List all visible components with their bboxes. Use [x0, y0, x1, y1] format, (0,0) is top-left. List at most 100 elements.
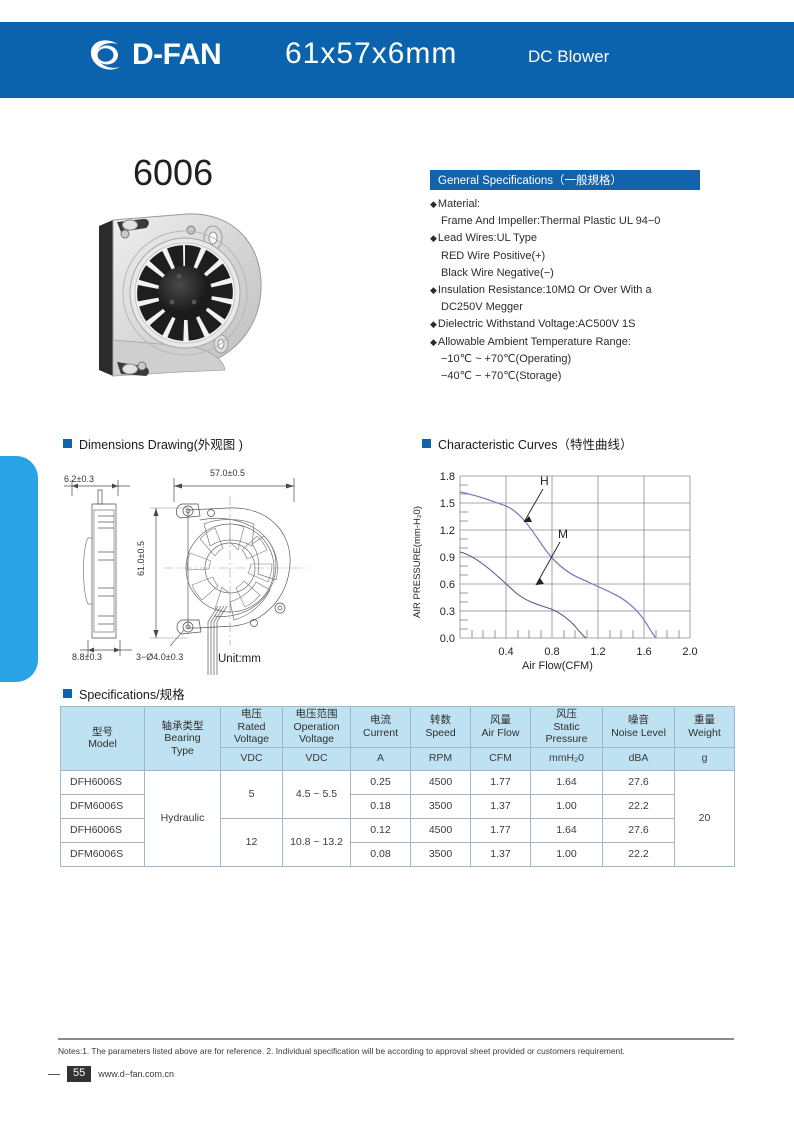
cell-model: DFH6006S [60, 769, 145, 795]
cell-model: DFH6006S [60, 817, 145, 843]
section-heading-text: Specifications/规格 [79, 688, 185, 702]
cell-rated-voltage: 12 [220, 817, 283, 867]
brand-name: D-FAN [132, 38, 222, 71]
table-row: DFM6006S 0.08 3500 1.37 1.00 22.2 [60, 841, 735, 867]
y-tick-0.9: 0.9 [440, 552, 455, 564]
cell-airflow: 1.37 [470, 841, 531, 867]
dimensions-drawing: 6.2±0.3 8.8±0.3 57.0±0.5 61.0±0.5 3−Ø4.0… [58, 460, 398, 675]
curve-label-h: H [540, 474, 549, 488]
th-speed: 转数 Speed [410, 706, 471, 748]
y-tick-1.5: 1.5 [440, 498, 455, 510]
curve-label-m: M [558, 527, 568, 541]
th-operation-voltage: 电压范围 Operation Voltage [282, 706, 351, 748]
banner-size-title: 61x57x6mm [285, 37, 458, 70]
product-photo [95, 190, 295, 400]
table-row: DFH6006S 12 10.8 ~ 13.2 0.12 4500 1.77 1… [60, 817, 735, 867]
unit-weight: g [674, 746, 735, 771]
dim-width: 57.0±0.5 [210, 468, 245, 478]
blue-square-icon [422, 439, 431, 448]
section-heading-text: Dimensions Drawing(外观图 ) [79, 438, 243, 452]
table-row: DFM6006S 0.18 3500 1.37 1.00 22.2 [60, 793, 735, 819]
cell-noise: 27.6 [602, 769, 675, 795]
th-airflow: 风量 Air Flow [470, 706, 531, 748]
table-row: DFH6006S Hydraulic 5 4.5 ~ 5.5 0.25 4500… [60, 769, 735, 867]
cell-rated-voltage: 5 [220, 769, 283, 819]
cell-pressure: 1.00 [530, 841, 603, 867]
y-tick-0.3: 0.3 [440, 606, 455, 618]
diamond-bullet-icon: ◆ [430, 319, 437, 330]
gs-line-text: Allowable Ambient Temperature Range: [437, 335, 631, 348]
footer-dash [48, 1073, 60, 1075]
unit-airflow: CFM [470, 746, 531, 771]
drawing-unit-label: Unit:mm [218, 653, 261, 665]
cell-pressure: 1.64 [530, 769, 603, 795]
unit-operation-voltage: VDC [282, 746, 351, 771]
gs-line-text: Lead Wires:UL Type [437, 232, 537, 245]
cell-airflow: 1.37 [470, 793, 531, 819]
gs-line-text: DC250V Megger [441, 301, 523, 314]
diamond-bullet-icon: ◆ [430, 233, 437, 244]
gs-line-text: Black Wire Negative(−) [441, 266, 554, 279]
cell-current: 0.12 [350, 817, 411, 843]
unit-current: A [350, 746, 411, 771]
y-tick-1.2: 1.2 [440, 525, 455, 537]
diamond-bullet-icon: ◆ [430, 199, 437, 209]
th-rated-voltage: 电压 Rated Voltage [220, 706, 283, 748]
unit-pressure: mmH₂0 [530, 746, 603, 771]
cell-speed: 4500 [410, 769, 471, 795]
cell-airflow: 1.77 [470, 817, 531, 843]
brand-logo: D-FAN [88, 38, 222, 72]
ellipse-swoosh-logo-icon [88, 38, 130, 72]
y-tick-0.0: 0.0 [440, 633, 455, 645]
cell-noise: 27.6 [602, 817, 675, 843]
page-number: 55 [67, 1066, 92, 1082]
th-static-pressure: 风压 Static Pressure [530, 706, 603, 748]
dim-thickness-bottom: 8.8±0.3 [72, 652, 102, 662]
dim-thickness-top: 6.2±0.3 [64, 474, 94, 484]
page-banner: D-FAN 61x57x6mm DC Blower [0, 22, 794, 98]
cell-pressure: 1.64 [530, 817, 603, 843]
cell-speed: 4500 [410, 817, 471, 843]
dim-holes: 3−Ø4.0±0.3 [136, 652, 183, 662]
diamond-bullet-icon: ◆ [430, 336, 437, 347]
cell-current: 0.08 [350, 841, 411, 867]
x-tick-1.2: 1.2 [590, 646, 605, 658]
cell-operation-voltage: 10.8 ~ 13.2 [282, 817, 351, 867]
diamond-bullet-icon: ◆ [430, 285, 437, 296]
unit-speed: RPM [410, 746, 471, 771]
gs-line-text: −40℃ − +70℃(Storage) [441, 370, 562, 383]
table-units-row: VDC VDC A RPM CFM mmH₂0 dBA g [61, 746, 735, 771]
cell-speed: 3500 [410, 841, 471, 867]
side-tab-dc-blower: DC Blower [0, 456, 38, 682]
general-specifications-heading: General Specifications（一般規格） [430, 170, 700, 190]
footer-website: www.d−fan.com.cn [98, 1069, 175, 1079]
th-bearing: 轴承类型 Bearing Type [144, 706, 221, 771]
cell-pressure: 1.00 [530, 793, 603, 819]
unit-rated-voltage: VDC [220, 746, 283, 771]
cell-model: DFM6006S [60, 841, 145, 867]
cell-speed: 3500 [410, 793, 471, 819]
gs-line-text: Frame And Impeller:Thermal Plastic UL 94… [441, 215, 661, 228]
x-tick-0.4: 0.4 [498, 646, 513, 658]
gs-line-text: Material: [437, 198, 481, 210]
y-tick-0.6: 0.6 [440, 579, 455, 591]
cell-current: 0.25 [350, 769, 411, 795]
specifications-table: 型号 Model 轴承类型 Bearing Type 电压 Rated Volt… [60, 706, 735, 867]
cell-noise: 22.2 [602, 793, 675, 819]
cell-bearing-type: Hydraulic [144, 769, 221, 867]
cell-model: DFM6006S [60, 793, 145, 819]
product-model-number: 6006 [133, 152, 214, 193]
cell-weight: 20 [674, 769, 735, 867]
th-model: 型号 Model [60, 706, 145, 771]
gs-line-text: −10℃ ~ +70℃(Operating) [441, 352, 572, 365]
section-heading-dimensions: Dimensions Drawing(外观图 ) [63, 434, 243, 453]
blue-square-icon [63, 689, 72, 698]
unit-noise: dBA [602, 746, 675, 771]
general-specifications-list: ◆Material: Frame And Impeller:Thermal Pl… [430, 196, 730, 385]
table-header-row: 型号 Model 轴承类型 Bearing Type 电压 Rated Volt… [60, 706, 735, 771]
cell-operation-voltage: 4.5 ~ 5.5 [282, 769, 351, 819]
th-weight: 重量 Weight [674, 706, 735, 748]
cell-airflow: 1.77 [470, 769, 531, 795]
gs-line-text: Dielectric Withstand Voltage:AC500V 1S [437, 318, 636, 331]
